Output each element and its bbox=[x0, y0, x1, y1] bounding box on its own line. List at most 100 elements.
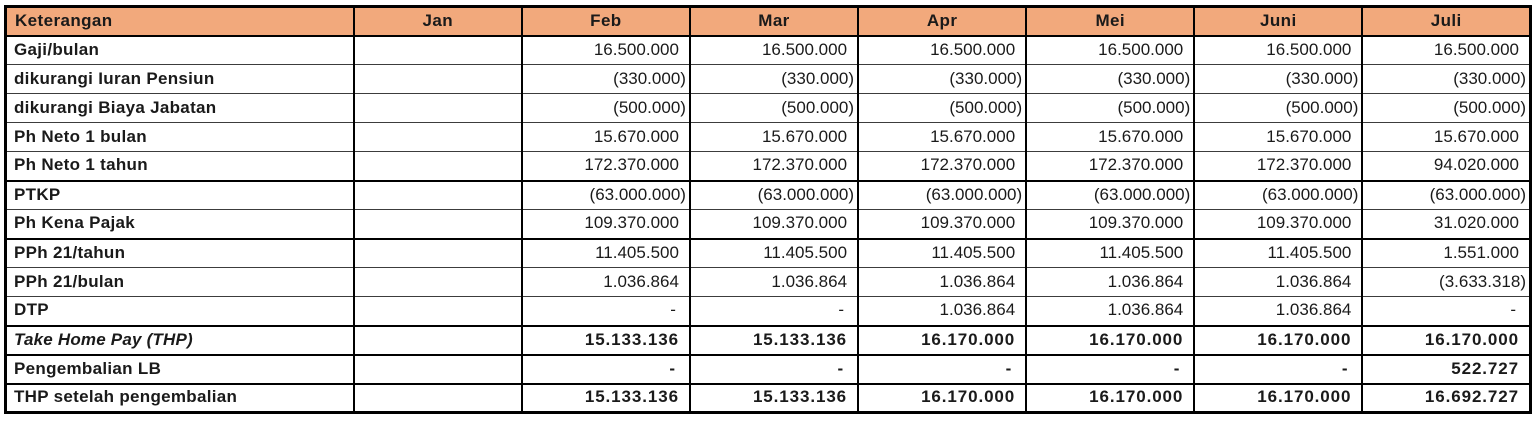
table-row: PPh 21/tahun 11.405.500 11.405.500 11.405.5… bbox=[4, 237, 1532, 268]
table-row: PPh 21/bulan 1.036.864 1.036.864 1.036.864 1… bbox=[4, 267, 1532, 297]
cell-apr: 16.170.000 bbox=[857, 382, 1028, 413]
column-header-jan: Jan bbox=[352, 5, 523, 37]
row-label: Gaji/bulan bbox=[4, 35, 355, 65]
cell-mei: 1.036.864 bbox=[1025, 267, 1196, 297]
cell-feb: (330.000) bbox=[520, 64, 691, 94]
cell-mei: - bbox=[1025, 353, 1196, 384]
cell-mei: 109.370.000 bbox=[1025, 209, 1196, 239]
cell-feb: 1.036.864 bbox=[520, 267, 691, 297]
row-label: dikurangi Iuran Pensiun bbox=[4, 64, 355, 94]
cell-mei: 15.670.000 bbox=[1025, 122, 1196, 152]
row-label: THP setelah pengembalian bbox=[4, 382, 355, 413]
cell-feb: (63.000.000) bbox=[520, 179, 691, 210]
row-label: DTP bbox=[4, 296, 355, 326]
cell-jan bbox=[352, 267, 523, 297]
cell-mar: 16.500.000 bbox=[688, 35, 860, 65]
cell-juni: - bbox=[1193, 353, 1364, 384]
cell-juli: (500.000) bbox=[1361, 93, 1532, 123]
cell-apr: 109.370.000 bbox=[857, 209, 1028, 239]
cell-feb: 15.133.136 bbox=[520, 324, 691, 355]
column-header-mar: Mar bbox=[688, 5, 860, 37]
table-body: Gaji/bulan 16.500.000 16.500.000 16.500.000… bbox=[4, 35, 1532, 413]
cell-juni: (63.000.000) bbox=[1193, 179, 1364, 210]
row-label: Ph Neto 1 tahun bbox=[4, 151, 355, 181]
row-label: Ph Kena Pajak bbox=[4, 209, 355, 239]
cell-feb: 172.370.000 bbox=[520, 151, 691, 181]
cell-jan bbox=[352, 353, 523, 384]
cell-feb: 11.405.500 bbox=[520, 237, 691, 268]
cell-mei: 172.370.000 bbox=[1025, 151, 1196, 181]
table-row: Gaji/bulan 16.500.000 16.500.000 16.500.000… bbox=[4, 35, 1532, 65]
cell-juli: 31.020.000 bbox=[1361, 209, 1532, 239]
header-row: Keterangan Jan Feb Mar Apr Mei Juni Juli bbox=[4, 5, 1532, 37]
cell-mei: 16.170.000 bbox=[1025, 382, 1196, 413]
cell-juni: 1.036.864 bbox=[1193, 267, 1364, 297]
column-header-juni: Juni bbox=[1193, 5, 1364, 37]
cell-mei: (500.000) bbox=[1025, 93, 1196, 123]
cell-juni: 11.405.500 bbox=[1193, 237, 1364, 268]
cell-mar: (63.000.000) bbox=[688, 179, 860, 210]
cell-apr: (63.000.000) bbox=[857, 179, 1028, 210]
cell-apr: 11.405.500 bbox=[857, 237, 1028, 268]
cell-apr: 16.500.000 bbox=[857, 35, 1028, 65]
cell-jan bbox=[352, 324, 523, 355]
cell-mar: 172.370.000 bbox=[688, 151, 860, 181]
cell-juni: 109.370.000 bbox=[1193, 209, 1364, 239]
cell-mei: 1.036.864 bbox=[1025, 296, 1196, 326]
cell-mar: (330.000) bbox=[688, 64, 860, 94]
column-header-feb: Feb bbox=[520, 5, 691, 37]
cell-mar: - bbox=[688, 296, 860, 326]
cell-juni: 16.170.000 bbox=[1193, 382, 1364, 413]
table-row: dikurangi Iuran Pensiun (330.000) (330.000… bbox=[4, 64, 1532, 94]
column-header-juli: Juli bbox=[1361, 5, 1532, 37]
cell-mei: 11.405.500 bbox=[1025, 237, 1196, 268]
cell-juni: 16.500.000 bbox=[1193, 35, 1364, 65]
cell-mar: 15.670.000 bbox=[688, 122, 860, 152]
row-label: PPh 21/bulan bbox=[4, 267, 355, 297]
cell-juni: 1.036.864 bbox=[1193, 296, 1364, 326]
cell-juli: 522.727 bbox=[1361, 353, 1532, 384]
cell-feb: (500.000) bbox=[520, 93, 691, 123]
row-label: Pengembalian LB bbox=[4, 353, 355, 384]
cell-juni: (330.000) bbox=[1193, 64, 1364, 94]
cell-mar: 1.036.864 bbox=[688, 267, 860, 297]
cell-mei: 16.500.000 bbox=[1025, 35, 1196, 65]
cell-apr: (500.000) bbox=[857, 93, 1028, 123]
table-row: Pengembalian LB - - - - -522.727 bbox=[4, 353, 1532, 384]
cell-juli: (63.000.000) bbox=[1361, 179, 1532, 210]
column-header-apr: Apr bbox=[857, 5, 1028, 37]
cell-juni: (500.000) bbox=[1193, 93, 1364, 123]
table-row: THP setelah pengembalian 15.133.136 15.133… bbox=[4, 382, 1532, 413]
cell-jan bbox=[352, 151, 523, 181]
row-label: dikurangi Biaya Jabatan bbox=[4, 93, 355, 123]
cell-jan bbox=[352, 209, 523, 239]
cell-mei: (63.000.000) bbox=[1025, 179, 1196, 210]
cell-juli: 1.551.000 bbox=[1361, 237, 1532, 268]
table-row: Ph Neto 1 bulan 15.670.000 15.670.000 15.67… bbox=[4, 122, 1532, 152]
cell-juli: (3.633.318) bbox=[1361, 267, 1532, 297]
cell-feb: 15.670.000 bbox=[520, 122, 691, 152]
table-row: PTKP (63.000.000) (63.000.000) (63.000.000)… bbox=[4, 179, 1532, 210]
cell-juni: 16.170.000 bbox=[1193, 324, 1364, 355]
cell-juni: 15.670.000 bbox=[1193, 122, 1364, 152]
table-row: DTP - -1.036.864 1.036.864 1.036.864- bbox=[4, 296, 1532, 326]
cell-jan bbox=[352, 296, 523, 326]
column-header-keterangan: Keterangan bbox=[4, 5, 355, 37]
table-row: Ph Kena Pajak 109.370.000 109.370.000 109.3… bbox=[4, 209, 1532, 239]
cell-apr: (330.000) bbox=[857, 64, 1028, 94]
cell-jan bbox=[352, 93, 523, 123]
cell-juli: (330.000) bbox=[1361, 64, 1532, 94]
cell-mar: - bbox=[688, 353, 860, 384]
cell-juni: 172.370.000 bbox=[1193, 151, 1364, 181]
table-row: Take Home Pay (THP) 15.133.136 15.133.136 1… bbox=[4, 324, 1532, 355]
cell-juli: 16.500.000 bbox=[1361, 35, 1532, 65]
cell-mar: 11.405.500 bbox=[688, 237, 860, 268]
cell-feb: 16.500.000 bbox=[520, 35, 691, 65]
cell-mei: (330.000) bbox=[1025, 64, 1196, 94]
cell-mar: 15.133.136 bbox=[688, 382, 860, 413]
table-row: Ph Neto 1 tahun 172.370.000 172.370.000 172… bbox=[4, 151, 1532, 181]
cell-apr: - bbox=[857, 353, 1028, 384]
cell-jan bbox=[352, 64, 523, 94]
cell-mei: 16.170.000 bbox=[1025, 324, 1196, 355]
cell-feb: - bbox=[520, 353, 691, 384]
